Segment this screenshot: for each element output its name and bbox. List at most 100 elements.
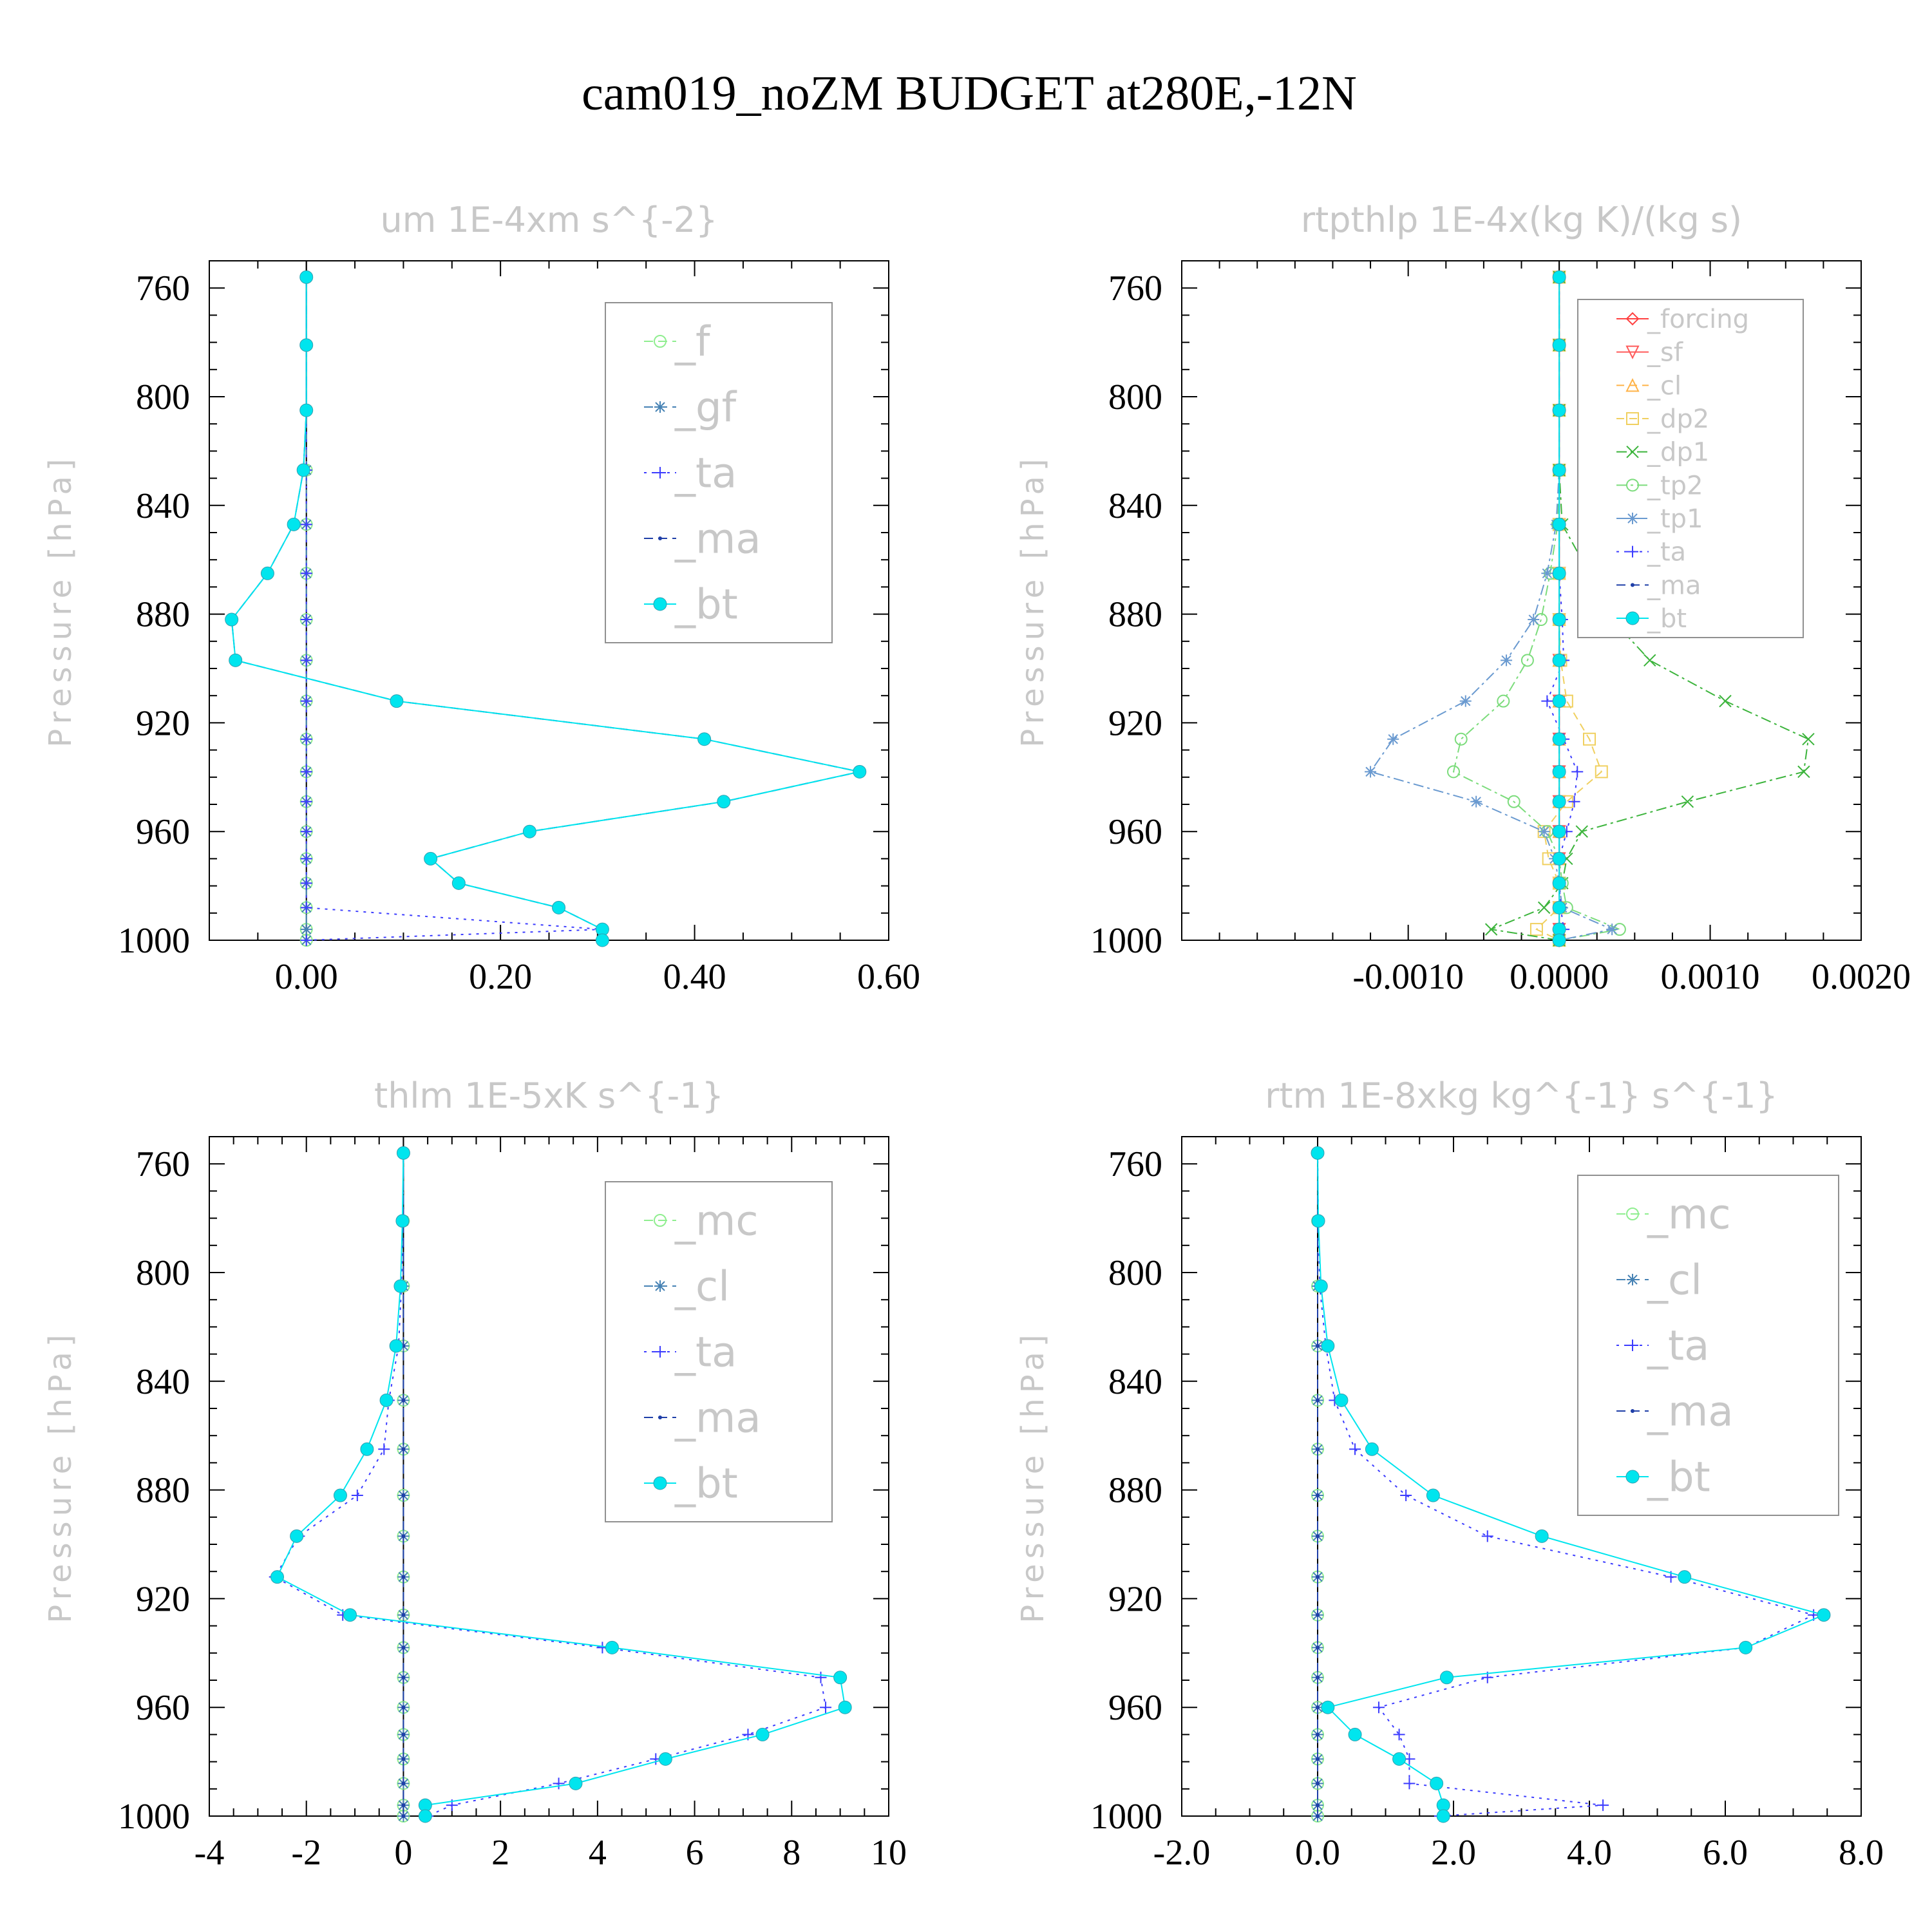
legend-label: _bt bbox=[1647, 1454, 1710, 1501]
data-point bbox=[1316, 1343, 1320, 1348]
legend-item: _bt bbox=[644, 581, 738, 629]
legend-item: _bt bbox=[644, 1460, 738, 1508]
data-point bbox=[658, 1752, 672, 1766]
y-tick-label: 1000 bbox=[1090, 1797, 1162, 1837]
legend-item: _sf bbox=[1616, 338, 1683, 368]
data-point bbox=[1507, 795, 1520, 808]
data-point bbox=[1552, 566, 1566, 580]
data-point bbox=[1316, 1645, 1320, 1650]
legend-label: _gf bbox=[674, 384, 737, 431]
data-point bbox=[270, 1570, 284, 1584]
y-tick-label: 760 bbox=[136, 1144, 190, 1184]
data-point bbox=[260, 566, 274, 580]
data-point bbox=[1552, 876, 1566, 890]
legend-label: _ta bbox=[674, 450, 737, 497]
legend-label: _cl bbox=[1647, 371, 1681, 401]
legend-label: _tp1 bbox=[1647, 504, 1703, 534]
y-tick-label: 800 bbox=[1108, 1253, 1162, 1293]
y-tick-label: 960 bbox=[1108, 812, 1162, 852]
data-point bbox=[1552, 764, 1566, 779]
y-tick-label: 760 bbox=[1108, 269, 1162, 308]
x-tick-label: 2.0 bbox=[1431, 1833, 1476, 1873]
data-point bbox=[360, 1442, 374, 1456]
legend: _forcing _sf_cl_dp2 _dp1 _tp2 _tp1 _ta _ma _bt bbox=[1577, 299, 1804, 638]
data-point bbox=[401, 1493, 406, 1498]
data-point bbox=[389, 1339, 403, 1353]
y-tick-label: 920 bbox=[136, 1579, 190, 1619]
legend-label: _ta bbox=[674, 1329, 737, 1376]
y-tick-label: 760 bbox=[1108, 1144, 1162, 1184]
data-point bbox=[299, 270, 314, 284]
data-point bbox=[1552, 824, 1566, 838]
data-point bbox=[300, 614, 312, 626]
legend-marker bbox=[654, 1214, 667, 1227]
legend-item: _mc bbox=[1616, 1191, 1731, 1238]
legend-marker bbox=[1625, 1470, 1640, 1484]
data-point bbox=[1597, 1799, 1609, 1812]
data-point bbox=[1643, 654, 1656, 667]
y-tick-label: 1000 bbox=[118, 921, 190, 961]
y-axis-label: Pressure [hPa] bbox=[43, 1329, 79, 1623]
data-point bbox=[396, 1146, 410, 1160]
data-point bbox=[1552, 694, 1566, 708]
legend-marker bbox=[658, 1416, 662, 1419]
data-point bbox=[1537, 901, 1551, 914]
data-point bbox=[853, 764, 867, 779]
legend-marker bbox=[653, 1476, 667, 1490]
y-tick-label: 840 bbox=[1108, 486, 1162, 526]
y-tick-label: 880 bbox=[136, 1471, 190, 1511]
legend-box bbox=[1577, 299, 1804, 638]
legend-label: _f bbox=[674, 318, 711, 366]
data-point bbox=[401, 1757, 406, 1761]
x-tick-label: 0.60 bbox=[857, 957, 920, 997]
data-point bbox=[552, 900, 566, 914]
legend-label: _ma bbox=[1647, 571, 1701, 600]
legend: _f _gf _ta _ma _bt bbox=[605, 302, 833, 643]
data-point bbox=[1552, 851, 1566, 866]
data-point bbox=[299, 338, 314, 352]
data-point bbox=[569, 1776, 583, 1790]
legend-item: _tp2 bbox=[1616, 471, 1703, 500]
data-point bbox=[300, 826, 312, 838]
y-tick-label: 1000 bbox=[118, 1797, 190, 1837]
legend-item: _ma bbox=[1616, 1388, 1734, 1435]
legend-label: _ma bbox=[674, 1394, 761, 1442]
panel-title: rtpthlp 1E-4x(kg K)/(kg s) bbox=[1301, 200, 1742, 240]
y-axis-label: Pressure [hPa] bbox=[1015, 1329, 1051, 1623]
series-line bbox=[231, 277, 860, 940]
series-bt bbox=[1552, 270, 1566, 947]
x-tick-label: 0.40 bbox=[663, 957, 726, 997]
y-tick-label: 840 bbox=[136, 1362, 190, 1402]
legend-label: _ma bbox=[674, 515, 761, 563]
data-point bbox=[379, 1393, 393, 1407]
legend-item: _bt bbox=[1616, 1454, 1710, 1501]
chart-panel-2: rtpthlp 1E-4x(kg K)/(kg s) Pressure [hPa]… bbox=[1015, 200, 1911, 997]
data-point bbox=[1528, 614, 1540, 626]
y-tick-label: 960 bbox=[1108, 1688, 1162, 1728]
legend-marker bbox=[654, 335, 667, 348]
x-tick-label: -2 bbox=[291, 1833, 321, 1873]
data-point bbox=[1314, 1279, 1328, 1293]
legend-label: _dp1 bbox=[1647, 438, 1709, 468]
y-tick-label: 1000 bbox=[1090, 921, 1162, 961]
data-point bbox=[378, 1443, 390, 1455]
data-point bbox=[1739, 1640, 1753, 1654]
legend-item: _bt bbox=[1616, 604, 1687, 634]
data-point bbox=[1316, 1447, 1320, 1452]
data-point bbox=[300, 934, 312, 946]
legend-marker bbox=[654, 401, 666, 413]
legend-marker bbox=[1625, 378, 1640, 392]
x-tick-label: 0.20 bbox=[469, 957, 532, 997]
data-point bbox=[1316, 1534, 1320, 1539]
legend-marker bbox=[654, 467, 666, 478]
y-tick-label: 960 bbox=[136, 1688, 190, 1728]
legend-marker bbox=[653, 597, 667, 611]
data-point bbox=[1321, 1339, 1335, 1353]
legend-box bbox=[1577, 1175, 1839, 1516]
y-tick-label: 920 bbox=[1108, 703, 1162, 743]
data-point bbox=[1583, 732, 1596, 746]
data-point bbox=[1321, 1700, 1335, 1714]
y-tick-label: 800 bbox=[1108, 377, 1162, 417]
data-point bbox=[300, 695, 312, 707]
data-point bbox=[1316, 1675, 1320, 1680]
